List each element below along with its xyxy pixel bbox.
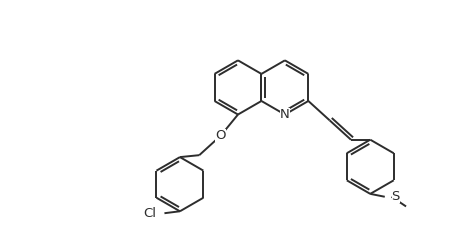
Text: O: O	[215, 129, 226, 142]
Text: N: N	[280, 108, 290, 121]
Text: S: S	[392, 190, 400, 203]
Text: Cl: Cl	[144, 207, 157, 220]
